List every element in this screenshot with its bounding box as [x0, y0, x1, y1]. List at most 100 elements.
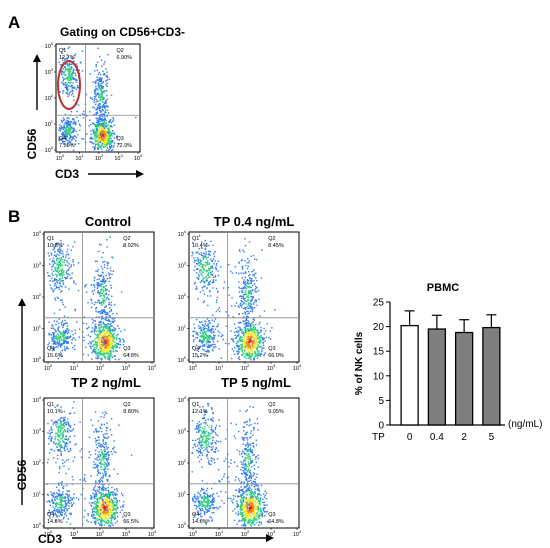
event-dots [46, 401, 133, 527]
quadrant-name-q1: Q1 [47, 236, 54, 242]
gating-y-label: CD56 [25, 128, 39, 159]
y-tick-label: 102 [178, 458, 187, 467]
x-tick-label: 104 [293, 529, 302, 538]
quadrant-value-q1: 10.8% [47, 243, 63, 249]
y-tick-label: 100 [33, 355, 42, 364]
bar-x-tick-label: 0.4 [430, 432, 444, 443]
quadrant-value-q4: 14.0% [192, 519, 208, 525]
x-tick-label: 100 [44, 529, 53, 538]
y-tick-label: 104 [33, 229, 42, 238]
event-dots [47, 236, 130, 361]
x-tick-label: 102 [241, 529, 250, 538]
y-tick-label: 104 [33, 395, 42, 404]
bar-5 [482, 326, 501, 426]
x-tick-label: 101 [215, 529, 224, 538]
panel-a-label: A [8, 13, 20, 32]
x-tick-label: 100 [44, 363, 53, 372]
quadrant-name-q1: Q1 [59, 48, 66, 54]
quadrant-value-q3: 64.8% [123, 353, 139, 359]
quadrant-name-q1: Q1 [47, 402, 54, 408]
event-dots [191, 235, 276, 361]
x-tick-label: 102 [241, 363, 250, 372]
bar-y-tick-label: 5 [378, 396, 384, 407]
quadrant-name-q3: Q3 [268, 512, 275, 518]
bar-y-tick-label: 0 [378, 421, 384, 432]
bar-y-label: % of NK cells [354, 331, 365, 395]
y-tick-label: 100 [178, 521, 187, 530]
y-tick-label: 102 [45, 93, 54, 102]
y-tick-label: 100 [45, 145, 54, 154]
y-tick-label: 101 [178, 324, 187, 333]
y-tick-label: 102 [33, 292, 42, 301]
quadrant-value-q2: 9.05% [268, 409, 284, 415]
bar-y-tick-label: 10 [373, 371, 385, 382]
y-tick-label: 102 [33, 458, 42, 467]
y-tick-label: 101 [33, 324, 42, 333]
x-tick-label: 103 [122, 529, 131, 538]
gating-title: Gating on CD56+CD3- [60, 25, 185, 39]
quadrant-name-q1: Q1 [192, 402, 199, 408]
x-tick-label: 104 [148, 529, 157, 538]
event-dots [191, 403, 269, 527]
x-tick-label: 103 [122, 363, 131, 372]
x-tick-label: 103 [267, 363, 276, 372]
y-tick-label: 103 [33, 427, 42, 436]
x-tick-label: 104 [134, 153, 143, 162]
x-tick-label: 102 [96, 529, 105, 538]
quadrant-value-q1: 10.1% [47, 409, 63, 415]
quadrant-value-q4: 15.6% [47, 353, 63, 359]
plot-title-control: Control [85, 214, 131, 229]
x-tick-label: 104 [293, 363, 302, 372]
quadrant-name-q4: Q4 [192, 512, 199, 518]
x-tick-label: 100 [56, 153, 65, 162]
bar-x-tick-label: 2 [461, 432, 467, 443]
quadrant-value-q4: 7.59% [59, 143, 75, 149]
x-tick-label: 103 [114, 153, 123, 162]
quadrant-value-q2: 8.45% [268, 243, 284, 249]
y-tick-label: 101 [33, 490, 42, 499]
bar-x-tick-label: 0 [407, 432, 413, 443]
y-tick-label: 101 [45, 119, 54, 128]
quadrant-name-q3: Q3 [116, 136, 123, 142]
quadrant-value-q4: 15.2% [192, 353, 208, 359]
quadrant-value-q3: 64.8% [268, 519, 284, 525]
quadrant-name-q4: Q4 [59, 136, 66, 142]
quadrant-value-q2: 8.80% [123, 409, 139, 415]
y-tick-label: 100 [33, 521, 42, 530]
y-tick-label: 103 [45, 67, 54, 76]
gating-x-label: CD3 [55, 167, 79, 181]
y-tick-label: 103 [178, 261, 187, 270]
x-tick-label: 101 [70, 529, 79, 538]
y-tick-label: 104 [178, 395, 187, 404]
y-tick-label: 103 [178, 427, 187, 436]
quadrant-value-q2: 6.90% [116, 55, 132, 61]
quadrant-name-q4: Q4 [47, 346, 54, 352]
x-tick-label: 102 [96, 363, 105, 372]
bar-0 [400, 324, 419, 426]
bar-2 [454, 331, 474, 426]
bar-y-tick-label: 25 [373, 298, 385, 309]
x-tick-label: 104 [148, 363, 157, 372]
bar-y-tick-label: 20 [373, 322, 385, 333]
y-tick-label: 103 [33, 261, 42, 270]
x-tick-label: 102 [95, 153, 104, 162]
bar-x-tick-label: 5 [489, 432, 495, 443]
x-tick-label: 101 [215, 363, 224, 372]
quadrant-name-q2: Q2 [116, 48, 123, 54]
panel-b-x-label: CD3 [38, 532, 62, 546]
bar-x-unit: (ng/mL) [508, 419, 542, 430]
quadrant-value-q1: 10.4% [192, 243, 208, 249]
y-tick-label: 101 [178, 490, 187, 499]
quadrant-name-q4: Q4 [192, 346, 199, 352]
x-tick-label: 101 [70, 363, 79, 372]
quadrant-name-q2: Q2 [268, 236, 275, 242]
plot-title-tp5: TP 5 ng/mL [221, 375, 291, 390]
quadrant-value-q3: 72.9% [116, 143, 132, 149]
